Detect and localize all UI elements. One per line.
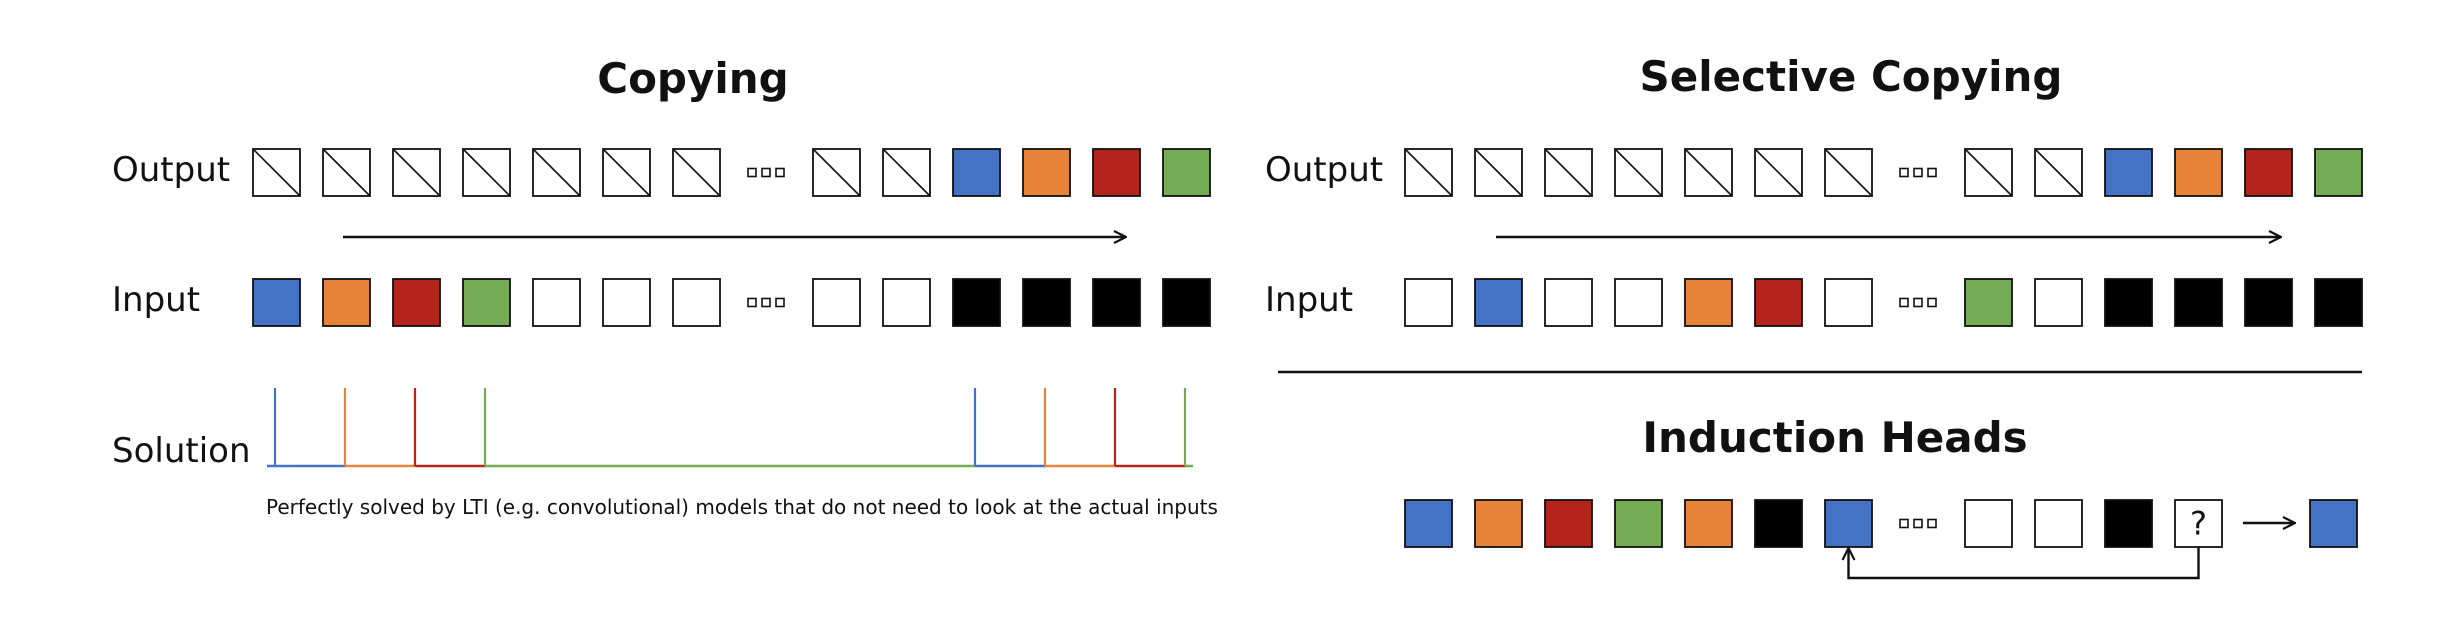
copying-input-token-orange <box>322 278 371 327</box>
selective-output-hatch-line <box>1474 148 1523 197</box>
selective-input-ellipsis-dot <box>1913 297 1923 308</box>
induction-heads-row: ? <box>1404 499 2223 548</box>
induction-token-black <box>2104 499 2153 548</box>
induction-token-red <box>1544 499 1593 548</box>
copying-input-token-white <box>812 278 861 327</box>
induction-token-blue <box>1824 499 1873 548</box>
selective-output-hatch-line <box>1404 148 1453 197</box>
copying-caption: Perfectly solved by LTI (e.g. convolutio… <box>266 495 1218 519</box>
selective-input-token-white <box>1824 278 1873 327</box>
copying-solution-plot <box>267 388 1193 468</box>
induction-query-symbol: ? <box>2190 505 2207 543</box>
copying-input-token-white <box>672 278 721 327</box>
selective-input-token-white <box>1614 278 1663 327</box>
selective-input-ellipsis-dot <box>1927 297 1937 308</box>
selective-input-token-red <box>1754 278 1803 327</box>
copying-output-label: Output <box>112 150 230 190</box>
copying-panel: Copying Output Input Solution Perfectly … <box>112 54 1218 519</box>
selective-copying-title: Selective Copying <box>1640 52 2063 101</box>
induction-token-orange <box>1684 499 1733 548</box>
selective-output-ellipsis-dot <box>1927 167 1937 178</box>
selective-output-hatch-line <box>1824 148 1873 197</box>
copying-output-token-red <box>1092 148 1141 197</box>
selective-output-ellipsis-dot <box>1899 167 1909 178</box>
copying-input-label: Input <box>112 280 200 320</box>
copying-output-hatch-line <box>392 148 441 197</box>
selective-input-token-white <box>2034 278 2083 327</box>
copying-input-token-black <box>1162 278 1211 327</box>
copying-title: Copying <box>597 54 788 103</box>
copying-input-token-black <box>1092 278 1141 327</box>
copying-output-token-green <box>1162 148 1211 197</box>
induction-heads-panel: Induction Heads ? <box>1404 413 2358 580</box>
copying-input-token-white <box>882 278 931 327</box>
selective-input-token-black <box>2244 278 2293 327</box>
selective-input-token-white <box>1404 278 1453 327</box>
selective-output-hatch-line <box>1544 148 1593 197</box>
induction-token-black <box>1754 499 1803 548</box>
copying-input-token-white <box>602 278 651 327</box>
induction-token-green <box>1614 499 1663 548</box>
copying-output-ellipsis-dot <box>747 167 757 178</box>
selective-output-hatch-line <box>1614 148 1663 197</box>
induction-token-white <box>1964 499 2013 548</box>
selective-output-hatch-line <box>1754 148 1803 197</box>
induction-ellipsis-dot <box>1899 518 1909 529</box>
copying-output-hatch-line <box>602 148 651 197</box>
copying-input-ellipsis-dot <box>747 297 757 308</box>
copying-output-token-orange <box>1022 148 1071 197</box>
selective-copying-output-row <box>1404 148 2363 197</box>
selective-input-token-green <box>1964 278 2013 327</box>
selective-output-token-red <box>2244 148 2293 197</box>
copying-input-token-black <box>952 278 1001 327</box>
copying-output-hatch-line <box>882 148 931 197</box>
copying-input-token-blue <box>252 278 301 327</box>
copying-output-hatch-line <box>462 148 511 197</box>
copying-input-token-green <box>462 278 511 327</box>
induction-ellipsis-dot <box>1913 518 1923 529</box>
copying-output-ellipsis-dot <box>761 167 771 178</box>
copying-input-row <box>252 278 1211 327</box>
selective-input-token-orange <box>1684 278 1733 327</box>
copying-output-row <box>252 148 1211 197</box>
selective-copying-input-label: Input <box>1265 280 1353 320</box>
induction-token-white <box>2034 499 2083 548</box>
copying-input-ellipsis-dot <box>761 297 771 308</box>
copying-input-token-black <box>1022 278 1071 327</box>
copying-input-token-red <box>392 278 441 327</box>
copying-input-token-white <box>532 278 581 327</box>
selective-output-hatch-line <box>1684 148 1733 197</box>
copying-input-ellipsis-dot <box>775 297 785 308</box>
selective-output-hatch-line <box>1964 148 2013 197</box>
selective-input-token-black <box>2104 278 2153 327</box>
induction-token-blue <box>1404 499 1453 548</box>
selective-input-token-black <box>2174 278 2223 327</box>
copying-output-hatch-line <box>812 148 861 197</box>
induction-loop-arrow <box>1849 547 2200 580</box>
selective-copying-input-row <box>1404 278 2363 327</box>
selective-copying-panel: Selective Copying Output Input <box>1265 52 2363 327</box>
induction-token-orange <box>1474 499 1523 548</box>
copying-solution-label: Solution <box>112 431 251 471</box>
induction-heads-title: Induction Heads <box>1642 413 2027 462</box>
selective-output-hatch-line <box>2034 148 2083 197</box>
selective-input-token-white <box>1544 278 1593 327</box>
selective-output-token-orange <box>2174 148 2223 197</box>
copying-output-ellipsis-dot <box>775 167 785 178</box>
selective-input-token-black <box>2314 278 2363 327</box>
copying-output-token-blue <box>952 148 1001 197</box>
copying-output-hatch-line <box>532 148 581 197</box>
copying-output-hatch-line <box>252 148 301 197</box>
selective-input-token-blue <box>1474 278 1523 327</box>
induction-ellipsis-dot <box>1927 518 1937 529</box>
selective-input-ellipsis-dot <box>1899 297 1909 308</box>
copying-output-hatch-line <box>672 148 721 197</box>
copying-output-hatch-line <box>322 148 371 197</box>
induction-answer-token <box>2309 499 2358 548</box>
selective-output-ellipsis-dot <box>1913 167 1923 178</box>
selective-output-token-green <box>2314 148 2363 197</box>
selective-output-token-blue <box>2104 148 2153 197</box>
selective-copying-output-label: Output <box>1265 150 1383 190</box>
